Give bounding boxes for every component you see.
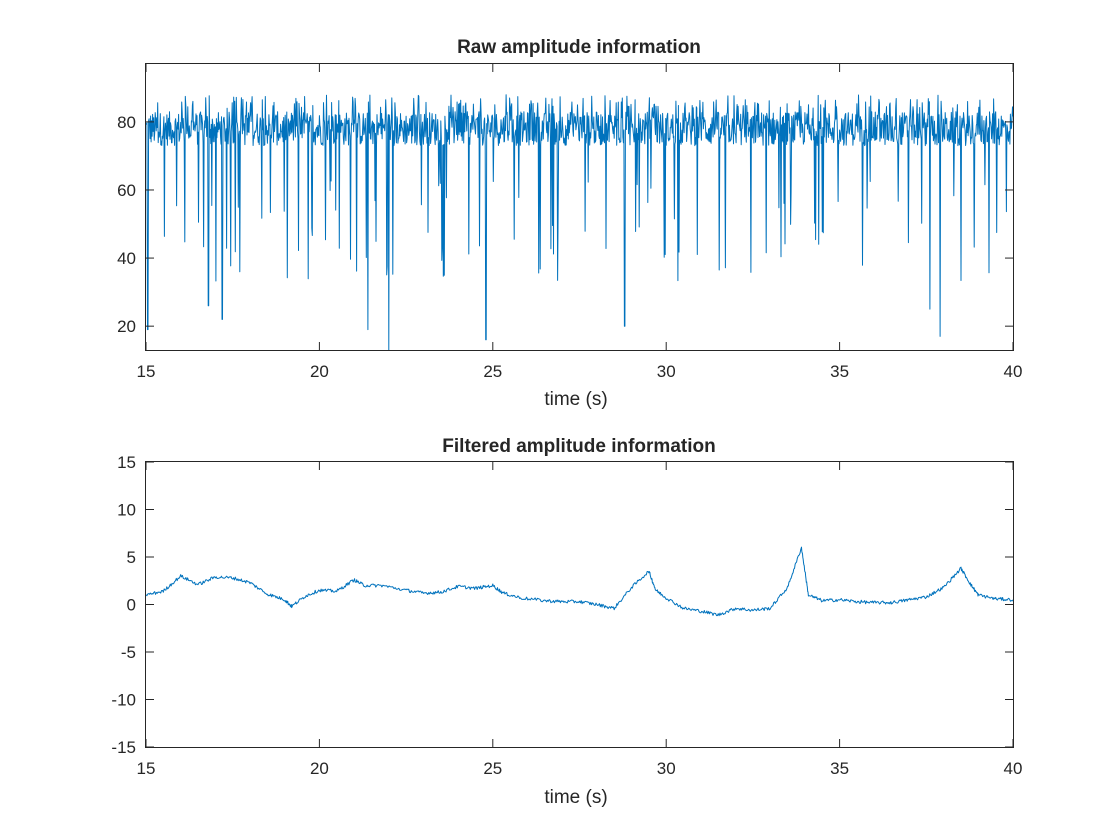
- x-axis-label: time (s): [544, 787, 607, 808]
- x-tick-label: 30: [657, 759, 676, 778]
- axes-box: [145, 63, 1014, 351]
- x-tick-label: 25: [483, 759, 502, 778]
- y-tick-label: 40: [117, 249, 136, 268]
- series-line: [145, 94, 1014, 351]
- x-tick-label: 20: [310, 759, 329, 778]
- y-tick-label: -5: [121, 643, 136, 662]
- series-line: [145, 546, 1014, 617]
- y-tick-label: 60: [117, 181, 136, 200]
- y-tick-label: 15: [117, 453, 136, 472]
- ticks-layer: 15 20 25 30 35 40 -15 -10 -5 0 5 10 15: [111, 453, 1022, 778]
- y-tick-label: 20: [117, 317, 136, 336]
- x-tick-label: 25: [483, 362, 502, 381]
- axes-box: [145, 461, 1014, 748]
- x-tick-label: 40: [1004, 759, 1023, 778]
- x-tick-label: 15: [137, 362, 156, 381]
- series-layer: [145, 546, 1014, 617]
- y-tick-label: 0: [127, 596, 136, 615]
- x-tick-label: 15: [137, 759, 156, 778]
- ticks-layer: 15 20 25 30 35 40 20 40 60 80: [117, 64, 1022, 381]
- x-tick-label: 20: [310, 362, 329, 381]
- y-tick-label: 5: [127, 548, 136, 567]
- plot-title: Raw amplitude information: [457, 37, 701, 58]
- x-tick-label: 35: [830, 759, 849, 778]
- y-tick-label: 10: [117, 501, 136, 520]
- x-tick-label: 40: [1004, 362, 1023, 381]
- raw-amplitude-plot: Raw amplitude information 15 20 25 30 35 40 20…: [117, 37, 1022, 410]
- y-tick-label: 80: [117, 113, 136, 132]
- y-tick-label: -10: [111, 691, 136, 710]
- plot-title: Filtered amplitude information: [442, 436, 715, 457]
- y-tick-label: -15: [111, 738, 136, 757]
- filtered-amplitude-plot: Filtered amplitude information 15 20 25 30 3…: [111, 436, 1022, 808]
- series-layer: [145, 94, 1014, 351]
- x-tick-label: 30: [657, 362, 676, 381]
- x-tick-label: 35: [830, 362, 849, 381]
- x-axis-label: time (s): [544, 389, 607, 410]
